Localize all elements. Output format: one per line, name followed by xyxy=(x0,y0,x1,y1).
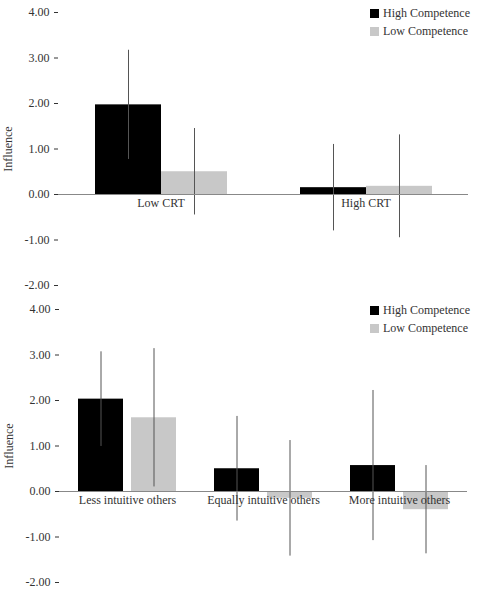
svg-text:-1.00: -1.00 xyxy=(26,530,51,544)
html-text:High Competence: High Competence xyxy=(383,303,470,317)
svg-text:0.00: 0.00 xyxy=(29,187,50,201)
svg-text:2.00: 2.00 xyxy=(29,96,50,110)
svg-text:-1.00: -1.00 xyxy=(25,233,50,247)
svg-text:Equally intuitive others: Equally intuitive others xyxy=(207,493,320,507)
svg-text:4.00: 4.00 xyxy=(29,5,50,19)
svg-text:1.00: 1.00 xyxy=(29,142,50,156)
html-text:Low Competence: Low Competence xyxy=(383,321,468,335)
svg-text:Low CRT: Low CRT xyxy=(137,196,185,210)
svg-text:Influence: Influence xyxy=(1,126,15,171)
svg-text:3.00: 3.00 xyxy=(30,348,51,362)
svg-text:3.00: 3.00 xyxy=(29,51,50,65)
svg-text:High CRT: High CRT xyxy=(341,196,391,210)
svg-text:2.00: 2.00 xyxy=(30,393,51,407)
html-text:Low Competence: Low Competence xyxy=(383,24,468,38)
html-text:High Competence: High Competence xyxy=(383,6,470,20)
svg-text:0.00: 0.00 xyxy=(30,484,51,498)
svg-text:Influence: Influence xyxy=(2,423,16,468)
svg-text:-2.00: -2.00 xyxy=(26,575,51,589)
svg-text:Less intuitive others: Less intuitive others xyxy=(79,493,177,507)
svg-text:-2.00: -2.00 xyxy=(25,278,50,292)
svg-text:4.00: 4.00 xyxy=(30,302,51,316)
svg-text:1.00: 1.00 xyxy=(30,439,51,453)
svg-text:More intuitive others: More intuitive others xyxy=(349,493,451,507)
